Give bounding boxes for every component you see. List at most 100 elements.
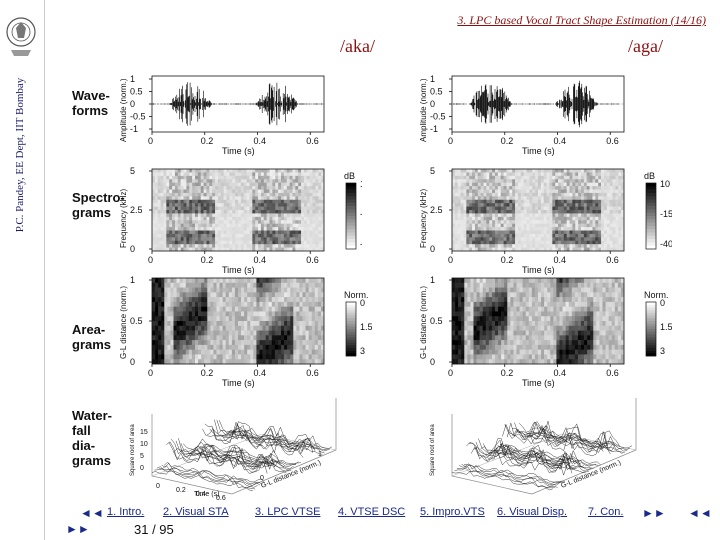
areagram-cell (482, 335, 487, 341)
spectrogram-cell (474, 240, 479, 245)
areagram-cell (225, 292, 230, 298)
spectrogram-cell (292, 230, 296, 235)
spectrogram-cell (223, 175, 227, 180)
spectrogram-cell (275, 169, 279, 173)
spectrogram-cell (469, 179, 473, 183)
spectrogram-cell (283, 196, 288, 201)
spectrogram-cell (166, 189, 170, 194)
spectrogram-cell (609, 220, 613, 224)
spectrogram-cell (454, 244, 459, 248)
spectrogram-cell (515, 230, 519, 235)
spectrogram-cell (189, 223, 193, 228)
spectrogram-cell (186, 189, 190, 194)
areagram-cell (516, 330, 520, 336)
spectrogram-cell (526, 179, 530, 183)
areagram-cell (541, 278, 545, 284)
spectrogram-cell (540, 192, 545, 197)
spectrogram-cell (189, 203, 193, 207)
spectrogram-cell (166, 216, 170, 221)
spectrogram-cell (283, 169, 288, 173)
spectrogram-cell (480, 206, 484, 211)
areagram-cell (228, 321, 233, 327)
areagram-cell (491, 344, 496, 350)
spectrogram-cell (583, 213, 588, 218)
spectrogram-cell (180, 192, 184, 197)
spectrogram-cell (492, 175, 496, 180)
areagram-cell (605, 311, 609, 317)
spectrogram-cell (174, 227, 179, 231)
spectrogram-cell (480, 199, 484, 204)
spectrogram-cell (486, 189, 490, 194)
spectrogram-cell (197, 189, 202, 194)
areagram-cell (274, 340, 279, 346)
spectrogram-cell (509, 172, 513, 177)
spectrogram-cell (252, 247, 256, 252)
spectrogram-cell (581, 247, 585, 252)
spectrogram-cell (321, 175, 325, 180)
spectrogram-cell (212, 244, 216, 248)
spectrogram-cell (220, 220, 224, 224)
areagram-cell (565, 321, 570, 327)
areagram-cell (605, 282, 609, 288)
areagram-cell (504, 349, 508, 355)
spectrogram-cell (466, 227, 470, 231)
spectrogram-cell (206, 192, 210, 197)
spectrogram-cell (298, 237, 302, 242)
spectrogram-cell (538, 192, 542, 197)
spectrogram-cell (466, 240, 470, 245)
areagram-cell (250, 325, 254, 331)
spectrogram-cell (209, 216, 213, 221)
spectrogram-cell (157, 223, 161, 228)
spectrogram-cell (546, 186, 550, 190)
spectrogram-cell (480, 240, 484, 245)
spectrogram-cell (595, 247, 599, 252)
spectrogram-cell (526, 169, 530, 173)
areagram-cell (256, 340, 260, 346)
areagram-cell (556, 292, 560, 298)
spectrogram-cell (303, 247, 308, 252)
areagram-cell (488, 330, 493, 336)
areagram-cell (584, 349, 588, 355)
areagram-cell (173, 287, 177, 293)
spectrogram-cell (306, 172, 310, 177)
areagram-cell (476, 359, 480, 365)
spectrogram-cell (506, 192, 510, 197)
areagram-cell (519, 340, 523, 346)
spectrogram-cell (486, 206, 490, 211)
spectrogram-cell (578, 247, 582, 252)
spectrogram-cell (269, 189, 273, 194)
spectrogram-cell (595, 206, 599, 211)
spectrogram-cell (517, 240, 522, 245)
spectrogram-cell (529, 175, 533, 180)
spectrogram-cell (515, 196, 519, 201)
colorbar-cell (346, 189, 356, 194)
areagram-cell (262, 311, 266, 317)
slide-title[interactable]: 3. LPC based Vocal Tract Shape Estimatio… (457, 13, 706, 27)
spectrogram-cell (603, 213, 608, 218)
spectrogram-cell (298, 182, 302, 187)
spectrogram-cell (318, 203, 322, 207)
spectrogram-cell (157, 189, 161, 194)
areagram-cell (271, 311, 276, 317)
areagram-cell (250, 292, 254, 298)
spectrogram-cell (526, 196, 530, 201)
spectrogram-cell (295, 206, 299, 211)
areagram-cell (590, 287, 594, 293)
areagram-cell (173, 325, 177, 331)
spectrogram-cell (266, 233, 270, 238)
spectrogram-cell (589, 227, 593, 231)
areagram-cell (525, 287, 530, 293)
spectrogram-cell (266, 223, 270, 228)
spectrogram-cell (226, 227, 230, 231)
spectrogram-cell (192, 206, 196, 211)
areagram-cell (311, 306, 316, 312)
areagram-cell (317, 292, 322, 298)
areagram-cell (482, 359, 487, 365)
areagram-cell (464, 335, 468, 341)
areagram-cell (185, 321, 190, 327)
spectrogram-cell (292, 203, 296, 207)
areagram-cell (556, 301, 560, 307)
areagram-cell (198, 354, 202, 360)
areagram-cell (519, 354, 523, 360)
spectrogram-cell (454, 203, 459, 207)
